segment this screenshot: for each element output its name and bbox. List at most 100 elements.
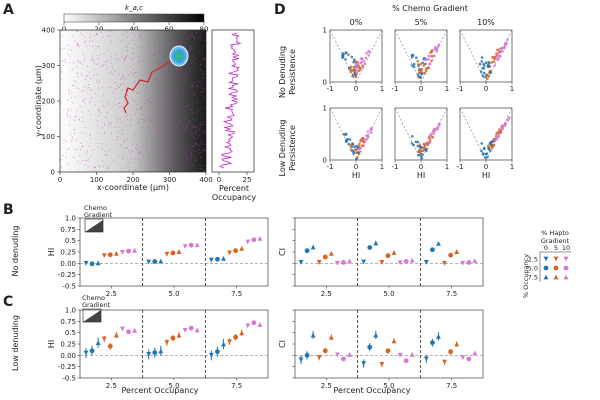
- d-point: [490, 140, 494, 144]
- colorbar-tick-label: 60: [165, 26, 174, 34]
- matrix-dot: [110, 122, 112, 124]
- matrix-dot: [203, 97, 205, 99]
- d-point: [422, 142, 426, 146]
- matrix-dot: [85, 97, 87, 99]
- matrix-dot: [162, 115, 164, 118]
- d-point: [417, 71, 421, 75]
- d-point: [424, 58, 427, 61]
- matrix-dot: [187, 72, 189, 74]
- a-ytick-label: 300: [42, 62, 55, 70]
- matrix-dot: [76, 59, 78, 61]
- matrix-dot: [126, 45, 128, 47]
- data-marker: [347, 352, 352, 357]
- matrix-dot: [156, 108, 158, 110]
- d-point: [414, 140, 418, 144]
- d-point: [420, 72, 424, 76]
- data-marker: [176, 249, 182, 254]
- matrix-dot: [92, 55, 94, 57]
- matrix-dot: [197, 108, 199, 110]
- matrix-dot: [184, 84, 186, 86]
- matrix-dot: [83, 132, 85, 135]
- matrix-dot: [140, 108, 142, 110]
- matrix-dot: [191, 111, 193, 113]
- matrix-dot: [104, 124, 106, 126]
- matrix-dot: [155, 113, 157, 115]
- matrix-dot: [105, 154, 107, 156]
- matrix-dot: [176, 102, 178, 104]
- data-marker: [385, 253, 391, 259]
- bc-subplot: -0.5 -0.25 0.00 0.25 0.5 0.75 1.0 HI 2.5 5.0 7.5: [47, 215, 269, 298]
- matrix-dot: [198, 37, 200, 39]
- bc-xtick-label: 7.5: [231, 382, 242, 390]
- matrix-dot: [76, 149, 78, 151]
- matrix-dot: [199, 152, 201, 154]
- data-marker: [328, 250, 334, 256]
- matrix-dot: [151, 144, 153, 146]
- matrix-dot: [188, 141, 190, 143]
- panel-c-row-label: Low denuding: [11, 315, 20, 371]
- d-point: [354, 60, 357, 64]
- matrix-dot: [70, 110, 72, 112]
- bc-ytick-label: 0.25: [60, 249, 76, 257]
- matrix-dot: [137, 56, 140, 58]
- matrix-dot: [131, 47, 133, 50]
- matrix-dot: [107, 49, 109, 51]
- data-marker: [120, 326, 125, 332]
- matrix-dot: [83, 42, 86, 44]
- matrix-dot: [184, 129, 186, 132]
- matrix-dot: [172, 98, 174, 101]
- d-point: [484, 152, 488, 156]
- matrix-dot: [190, 154, 192, 156]
- bc-ytick-label: 0.00: [60, 260, 76, 268]
- matrix-dot: [107, 35, 110, 37]
- matrix-dot: [158, 51, 160, 53]
- matrix-dot: [155, 127, 158, 129]
- matrix-dot: [168, 42, 170, 44]
- data-marker: [304, 248, 310, 254]
- matrix-dot: [153, 144, 155, 146]
- data-marker: [176, 332, 182, 338]
- d-point: [503, 46, 506, 50]
- panel-b-row-label: No denuding: [11, 225, 20, 276]
- matrix-dot: [115, 126, 117, 128]
- matrix-dot: [126, 50, 128, 52]
- matrix-dot: [152, 87, 155, 89]
- matrix-dot: [84, 164, 86, 166]
- d-point: [418, 68, 422, 72]
- d-point: [420, 156, 424, 160]
- matrix-dot: [146, 86, 148, 88]
- hapto-legend: % Hapto Gradient % Occupancy 0 5 10 2.55.07…: [522, 229, 571, 298]
- matrix-dot: [186, 87, 189, 89]
- matrix-dot: [80, 32, 82, 34]
- matrix-dot: [122, 82, 124, 84]
- matrix-dot: [77, 72, 79, 75]
- matrix-dot: [148, 113, 150, 115]
- matrix-dot: [173, 131, 175, 133]
- matrix-dot: [179, 164, 181, 166]
- matrix-dot: [77, 43, 79, 45]
- matrix-dot: [82, 117, 84, 119]
- matrix-dot: [66, 114, 68, 116]
- matrix-dot: [147, 73, 149, 75]
- matrix-dot: [167, 152, 169, 154]
- data-marker: [257, 236, 263, 241]
- matrix-dot: [185, 77, 187, 79]
- matrix-dot: [203, 143, 205, 145]
- matrix-dot: [121, 55, 123, 57]
- matrix-dot: [116, 119, 118, 121]
- matrix-dot: [142, 52, 144, 55]
- data-marker: [126, 329, 131, 335]
- matrix-dot: [119, 102, 121, 104]
- matrix-dot: [102, 105, 104, 107]
- matrix-dot: [134, 43, 136, 45]
- matrix-dot: [194, 159, 196, 161]
- matrix-dot: [199, 124, 201, 126]
- matrix-dot: [166, 166, 168, 168]
- matrix-dot: [192, 117, 194, 120]
- data-marker: [316, 260, 322, 265]
- matrix-dot: [166, 74, 168, 76]
- data-marker: [543, 274, 549, 280]
- matrix-dot: [176, 135, 178, 137]
- matrix-dot: [203, 170, 205, 172]
